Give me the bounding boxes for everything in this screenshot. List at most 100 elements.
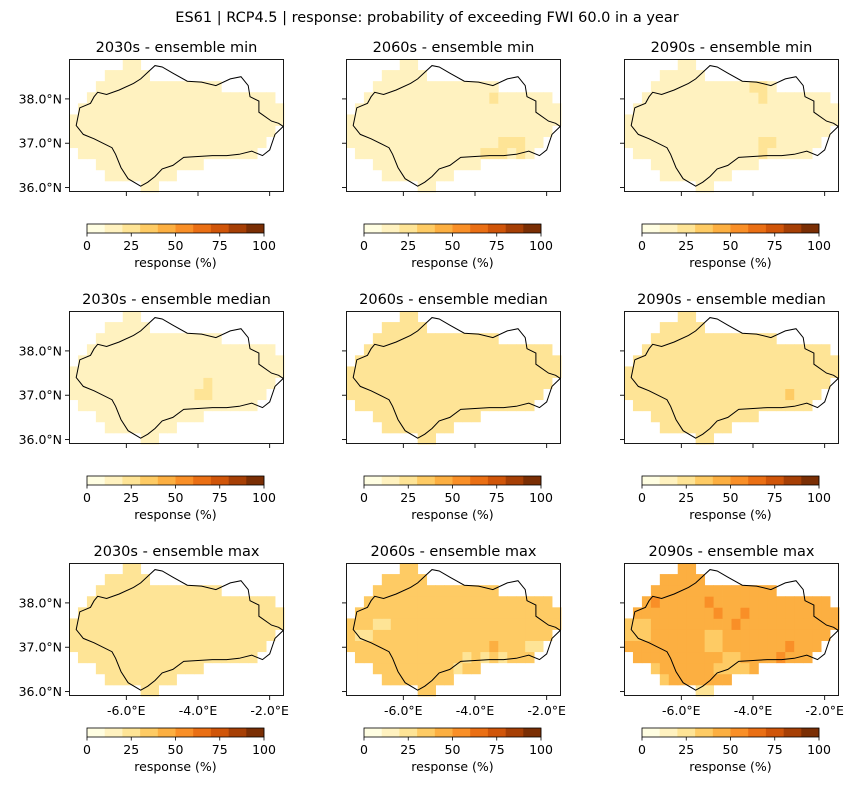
heatmap-cell bbox=[534, 136, 544, 149]
heatmap-cell bbox=[785, 399, 795, 412]
heatmap-cell bbox=[480, 333, 490, 345]
heatmap-cell bbox=[480, 103, 490, 115]
heatmap-cell bbox=[140, 574, 151, 586]
colorbar-tick-label: 100 bbox=[529, 238, 553, 253]
heatmap-cell bbox=[444, 147, 454, 160]
colorbar-segment bbox=[712, 224, 731, 233]
heatmap-cell bbox=[77, 651, 88, 664]
colorbar-segment bbox=[801, 476, 820, 485]
heatmap-cell bbox=[435, 103, 445, 115]
heatmap-cell bbox=[749, 147, 759, 160]
axes-frame bbox=[346, 563, 561, 696]
heatmap-cell bbox=[417, 333, 428, 345]
heatmap-cell bbox=[507, 651, 517, 664]
heatmap-cell bbox=[740, 366, 750, 378]
heatmap-cell bbox=[507, 147, 517, 160]
heatmap-cell bbox=[552, 114, 562, 126]
heatmap-cell bbox=[104, 662, 115, 675]
heatmap-cell bbox=[525, 366, 535, 378]
colorbar-tick-label: 25 bbox=[678, 238, 694, 253]
heatmap-cell bbox=[381, 103, 392, 115]
heatmap-cell bbox=[77, 136, 88, 149]
heatmap-cell bbox=[167, 596, 177, 608]
colorbar-tick-label: 0 bbox=[83, 238, 91, 253]
heatmap-cell bbox=[149, 355, 159, 367]
heatmap-cell bbox=[830, 114, 840, 126]
colorbar-segment bbox=[246, 476, 265, 485]
heatmap-cell bbox=[113, 81, 124, 93]
heatmap-cell bbox=[641, 114, 652, 126]
heatmap-cell bbox=[480, 585, 490, 597]
heatmap-cell bbox=[641, 640, 652, 653]
heatmap-cell bbox=[381, 618, 392, 630]
heatmap-cell bbox=[417, 103, 428, 115]
heatmap-cell bbox=[525, 103, 535, 115]
heatmap-cell bbox=[677, 92, 688, 104]
heatmap-cell bbox=[113, 114, 124, 126]
colorbar-segment bbox=[228, 224, 247, 233]
heatmap-cell bbox=[731, 377, 741, 389]
heatmap-cell bbox=[713, 377, 723, 389]
panel-title: 2090s - ensemble max bbox=[649, 544, 815, 560]
heatmap-cell bbox=[194, 158, 204, 171]
heatmap-cell bbox=[275, 114, 285, 126]
heatmap-cell bbox=[86, 651, 97, 664]
colorbar-tick-label: 25 bbox=[678, 490, 694, 505]
heatmap-cell bbox=[363, 136, 374, 149]
heatmap-cell bbox=[471, 618, 481, 630]
heatmap-cell bbox=[167, 640, 177, 653]
heatmap-cell bbox=[776, 607, 786, 619]
heatmap-cell bbox=[417, 673, 428, 686]
heatmap-cell bbox=[104, 103, 115, 115]
heatmap-cell bbox=[641, 618, 652, 630]
heatmap-cell bbox=[77, 618, 88, 630]
heatmap-cell bbox=[632, 629, 643, 641]
heatmap-cell bbox=[275, 618, 285, 630]
heatmap-cell bbox=[632, 355, 643, 367]
heatmap-cell bbox=[426, 432, 436, 445]
heatmap-cell bbox=[149, 673, 159, 686]
figure-title: ES61 | RCP4.5 | response: probability of… bbox=[175, 10, 678, 26]
heatmap-cell bbox=[417, 421, 428, 434]
heatmap-cell bbox=[212, 366, 222, 378]
heatmap-cell bbox=[131, 169, 142, 182]
heatmap-cell bbox=[239, 377, 249, 389]
heatmap-cell bbox=[408, 574, 419, 586]
heatmap-cell bbox=[659, 629, 670, 641]
colorbar-segment bbox=[695, 224, 714, 233]
heatmap-cell bbox=[257, 355, 267, 367]
heatmap-cell bbox=[516, 92, 526, 104]
heatmap-cell bbox=[131, 322, 142, 334]
heatmap-cell bbox=[390, 344, 401, 356]
heatmap-cell bbox=[239, 388, 249, 401]
heatmap-cell bbox=[363, 399, 374, 412]
heatmap-cell bbox=[498, 596, 508, 608]
heatmap-cell bbox=[408, 125, 419, 137]
heatmap-cell bbox=[686, 421, 697, 434]
colorbar-segment bbox=[487, 728, 506, 737]
heatmap-cell bbox=[462, 410, 472, 423]
heatmap-cell bbox=[399, 618, 410, 630]
colorbar-segment bbox=[210, 476, 229, 485]
heatmap-cell bbox=[158, 366, 168, 378]
heatmap-cell bbox=[453, 640, 463, 653]
heatmap-cell bbox=[104, 366, 115, 378]
heatmap-cell bbox=[803, 607, 813, 619]
heatmap-cell bbox=[677, 158, 688, 171]
heatmap-cell bbox=[462, 92, 472, 104]
heatmap-cell bbox=[749, 651, 759, 664]
heatmap-cell bbox=[131, 355, 142, 367]
heatmap-cell bbox=[462, 136, 472, 149]
heatmap-cell bbox=[167, 103, 177, 115]
heatmap-cell bbox=[668, 322, 679, 334]
heatmap-cell bbox=[69, 618, 79, 630]
heatmap-cell bbox=[659, 377, 670, 389]
heatmap-cell bbox=[221, 125, 231, 137]
heatmap-cell bbox=[695, 377, 706, 389]
heatmap-cell bbox=[381, 322, 392, 334]
heatmap-cell bbox=[131, 136, 142, 149]
heatmap-cell bbox=[686, 673, 697, 686]
colorbar-tick-label: 0 bbox=[638, 238, 646, 253]
